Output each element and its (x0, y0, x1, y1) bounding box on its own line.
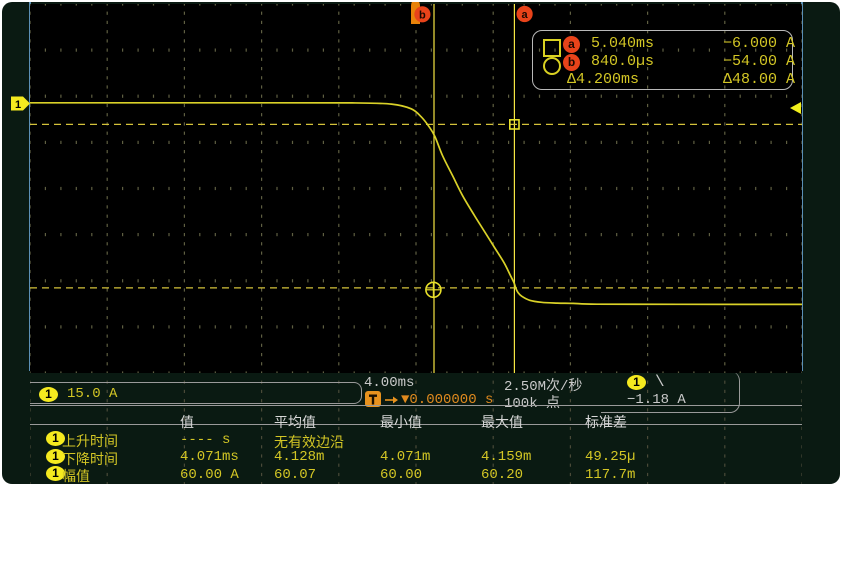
svg-text:b: b (419, 9, 426, 21)
svg-text:a: a (522, 9, 529, 21)
svg-text:1: 1 (15, 99, 21, 111)
